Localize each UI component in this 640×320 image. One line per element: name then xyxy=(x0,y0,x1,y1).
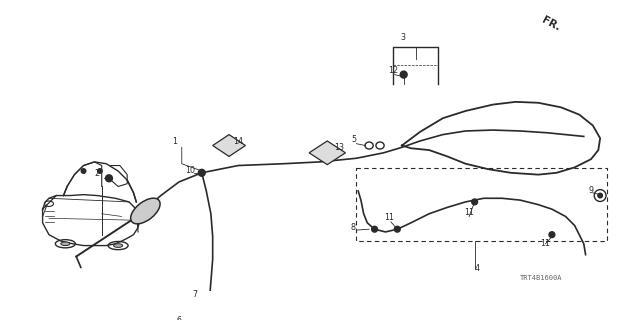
Circle shape xyxy=(549,232,555,237)
Polygon shape xyxy=(309,141,346,164)
Circle shape xyxy=(98,169,102,173)
Text: 8: 8 xyxy=(351,223,356,232)
Circle shape xyxy=(400,71,407,78)
Circle shape xyxy=(81,169,86,173)
Bar xyxy=(184,315,202,320)
Text: 11: 11 xyxy=(540,239,550,249)
Text: 11: 11 xyxy=(383,213,394,222)
Ellipse shape xyxy=(61,242,70,245)
Circle shape xyxy=(598,193,602,198)
Text: 4: 4 xyxy=(475,264,479,273)
Text: 9: 9 xyxy=(588,186,593,195)
Ellipse shape xyxy=(113,244,123,247)
Polygon shape xyxy=(212,135,245,156)
Text: 13: 13 xyxy=(335,143,344,152)
Text: 11: 11 xyxy=(464,208,474,217)
Text: 10: 10 xyxy=(186,166,195,175)
Bar xyxy=(356,168,607,241)
Text: 5: 5 xyxy=(352,135,357,144)
Ellipse shape xyxy=(131,198,160,224)
Text: 1: 1 xyxy=(173,137,178,146)
Text: 3: 3 xyxy=(400,33,405,42)
Text: 6: 6 xyxy=(176,316,181,320)
Text: 14: 14 xyxy=(234,137,244,146)
Circle shape xyxy=(198,169,205,176)
Text: FR.: FR. xyxy=(540,15,562,33)
Text: 12: 12 xyxy=(388,66,398,75)
Circle shape xyxy=(472,199,477,205)
Circle shape xyxy=(182,296,188,301)
Circle shape xyxy=(394,226,400,232)
Bar xyxy=(156,311,184,320)
Circle shape xyxy=(106,175,113,182)
Text: 7: 7 xyxy=(193,290,198,299)
Circle shape xyxy=(372,226,378,232)
Text: TRT4B1600A: TRT4B1600A xyxy=(520,275,563,281)
Text: 2: 2 xyxy=(95,170,100,179)
